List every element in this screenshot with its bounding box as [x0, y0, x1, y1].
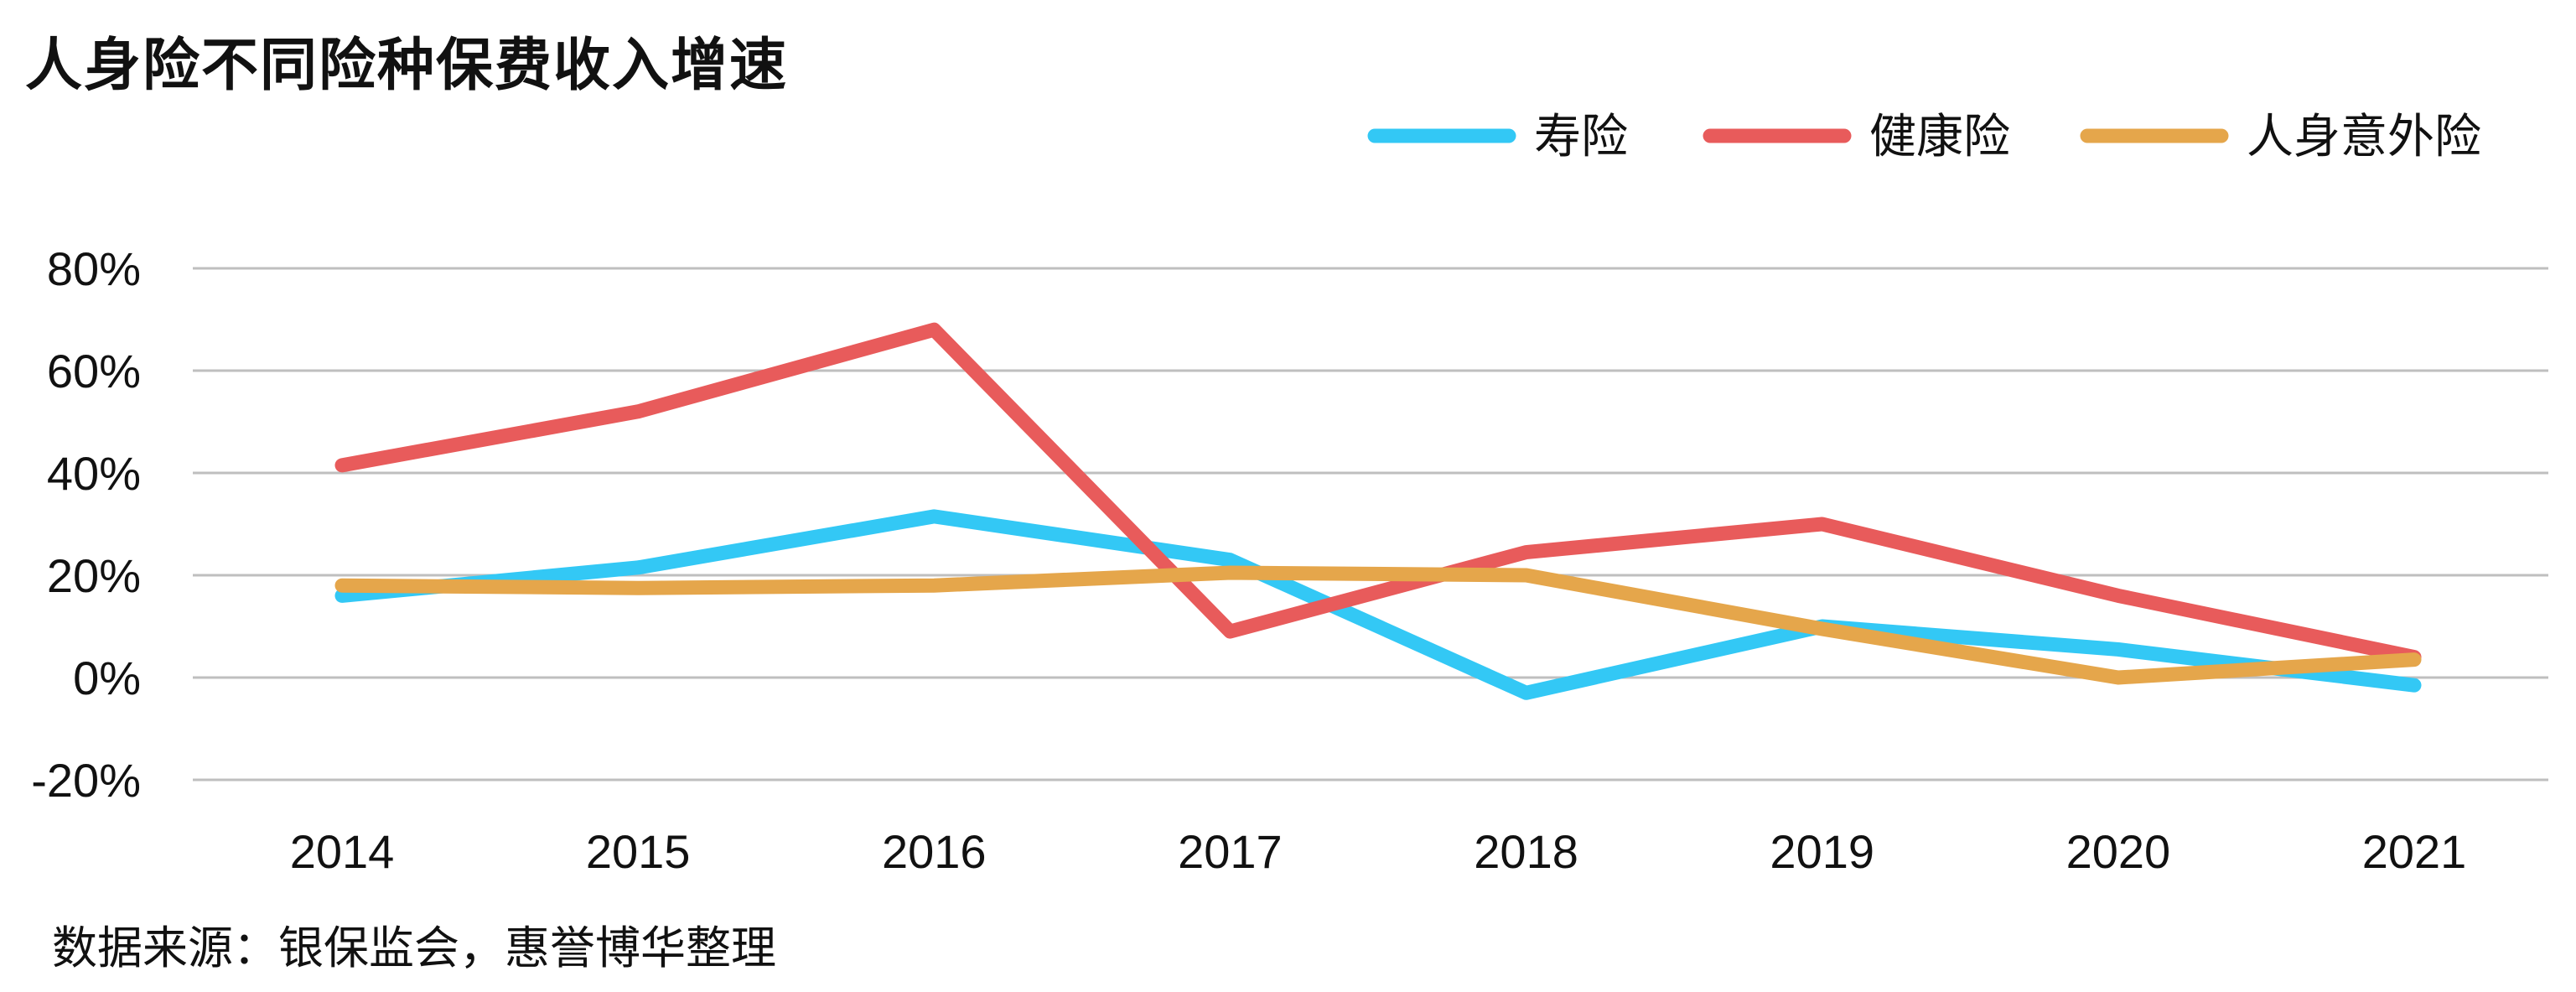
x-tick-label: 2019 [1770, 825, 1874, 878]
series-line [334, 322, 2422, 665]
x-tick-label: 2015 [586, 825, 691, 878]
y-tick-label: -20% [31, 754, 141, 807]
y-tick-label: 20% [47, 549, 141, 602]
x-axis: 2014 2015 2016 2017 2018 2019 2020 2021 [290, 825, 2467, 878]
y-tick-label: 60% [47, 345, 141, 397]
legend-label: 人身意外险 [2247, 110, 2481, 164]
chart-title: 人身险不同险种保费收入增速 [25, 33, 789, 99]
y-axis: 80% 60% 40% 20% 0% -20% [31, 242, 141, 807]
legend-label: 寿险 [1534, 110, 1628, 164]
x-tick-label: 2017 [1178, 825, 1283, 878]
x-tick-label: 2021 [2362, 825, 2467, 878]
y-tick-label: 0% [73, 652, 141, 704]
x-tick-label: 2020 [2066, 825, 2171, 878]
gridlines [193, 267, 2548, 782]
source-note: 数据来源：银保监会，惠誉博华整理 [52, 922, 776, 974]
x-tick-label: 2014 [290, 825, 395, 878]
x-tick-label: 2018 [1474, 825, 1578, 878]
x-tick-label: 2016 [882, 825, 987, 878]
legend: 寿险 健康险 人身意外险 [1367, 110, 2481, 164]
series-line [334, 509, 2422, 700]
y-tick-label: 80% [47, 242, 141, 295]
legend-label: 健康险 [1869, 110, 2010, 164]
series-line [334, 565, 2422, 685]
y-tick-label: 40% [47, 447, 141, 500]
series-lines [334, 322, 2422, 700]
